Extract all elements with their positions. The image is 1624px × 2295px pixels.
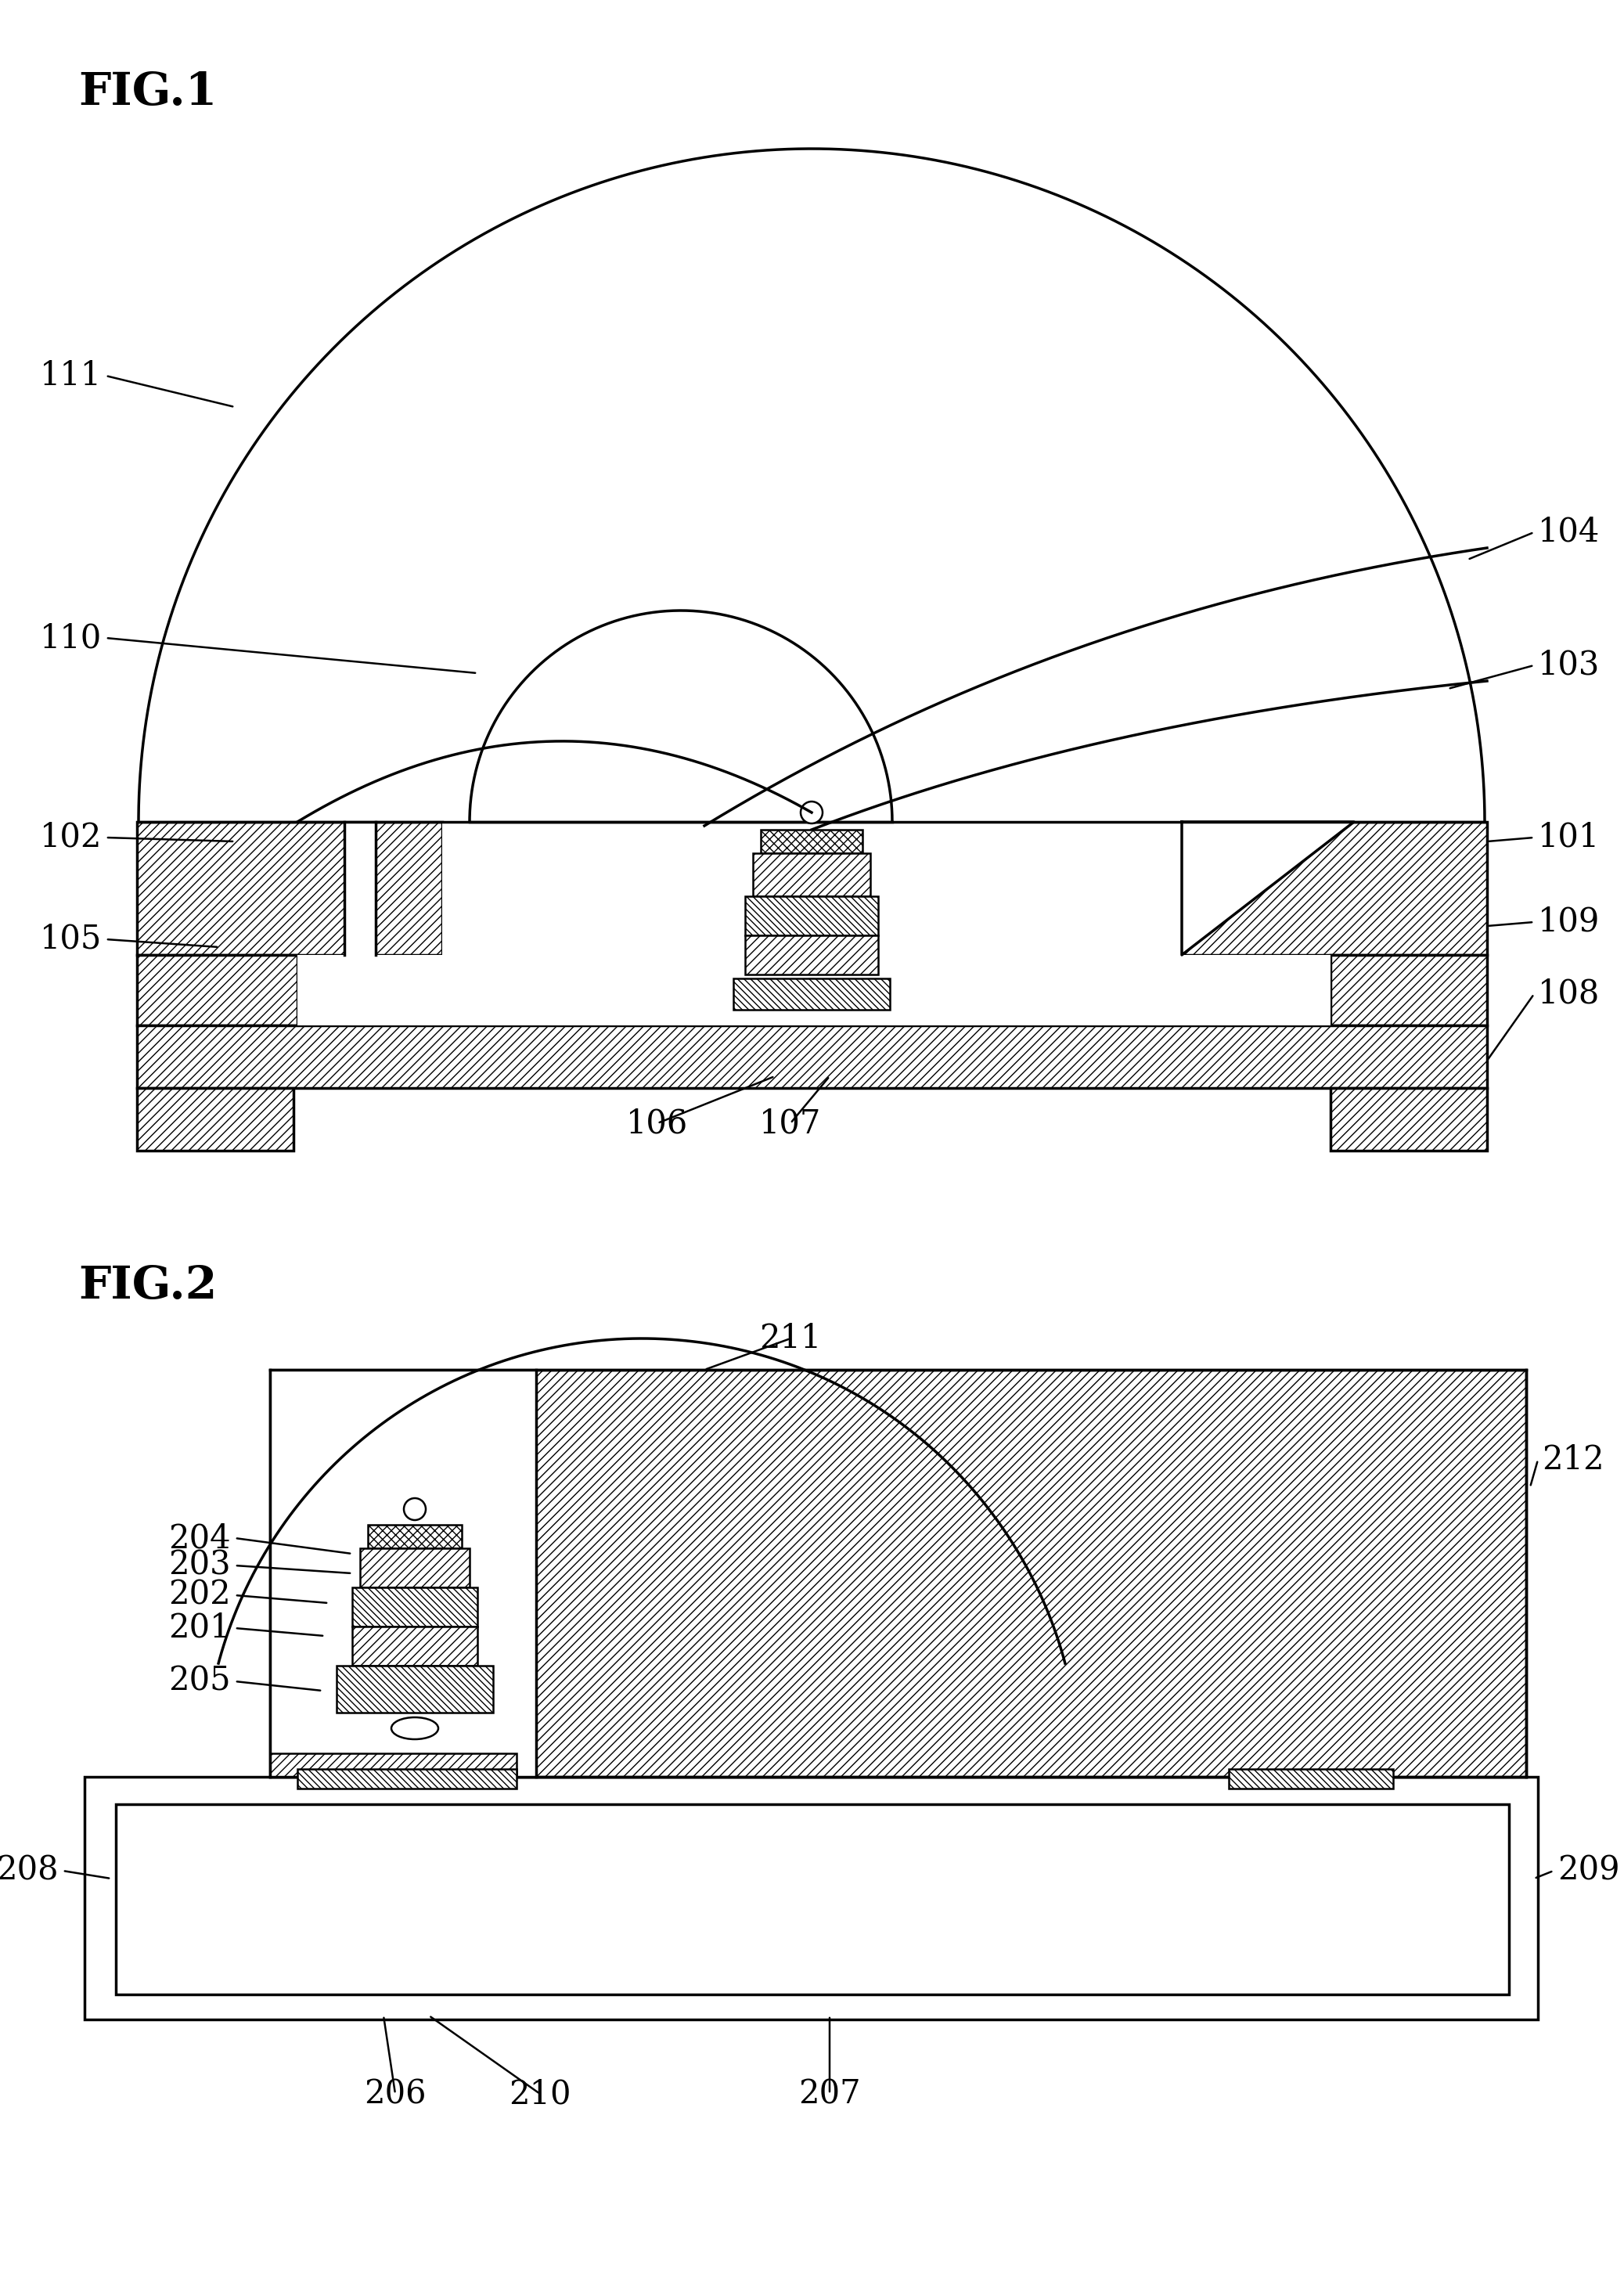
Bar [297, 1769, 516, 1788]
Ellipse shape [391, 1717, 438, 1740]
Text: 108: 108 [1538, 978, 1600, 1010]
Bar [136, 955, 297, 1026]
Bar [115, 1804, 1509, 1994]
Polygon shape [1182, 822, 1354, 955]
Text: 205: 205 [169, 1664, 231, 1698]
Text: 101: 101 [1538, 822, 1600, 854]
Circle shape [801, 801, 823, 824]
Bar [136, 1088, 294, 1150]
Bar [136, 1026, 1488, 1088]
Bar [1330, 955, 1488, 1026]
Text: 102: 102 [39, 822, 102, 854]
Text: FIG.1: FIG.1 [78, 71, 218, 115]
Bar [361, 1549, 469, 1588]
Ellipse shape [788, 980, 835, 1001]
Bar [136, 822, 442, 955]
Text: 211: 211 [760, 1322, 822, 1354]
Text: 109: 109 [1538, 907, 1600, 939]
Bar [297, 955, 1330, 1026]
Bar [745, 936, 879, 975]
Bar [760, 831, 862, 854]
Bar [115, 1804, 1509, 1994]
Text: 104: 104 [1538, 516, 1600, 549]
Text: 204: 204 [169, 1522, 231, 1554]
Bar [352, 1588, 477, 1627]
Text: 206: 206 [364, 2077, 427, 2111]
Text: 111: 111 [41, 360, 102, 392]
Bar [336, 1666, 494, 1712]
Text: 207: 207 [799, 2077, 861, 2111]
Bar [84, 1776, 1538, 2020]
Text: 208: 208 [0, 1854, 58, 1886]
Text: 105: 105 [39, 923, 102, 955]
Bar [1330, 1088, 1488, 1150]
Text: 110: 110 [39, 622, 102, 654]
Bar [369, 1524, 461, 1549]
Text: 202: 202 [169, 1579, 231, 1611]
Text: FIG.2: FIG.2 [78, 1265, 218, 1308]
Text: 106: 106 [627, 1106, 689, 1141]
Bar [1229, 1769, 1393, 1788]
Text: 212: 212 [1541, 1444, 1605, 1476]
Bar [270, 1370, 536, 1776]
Bar [1182, 822, 1488, 955]
Text: 107: 107 [760, 1106, 822, 1141]
Bar [270, 1753, 516, 1776]
Text: 209: 209 [1557, 1854, 1619, 1886]
Bar [344, 822, 375, 955]
Bar [352, 1627, 477, 1666]
Bar [270, 1370, 1527, 1776]
Bar [734, 978, 890, 1010]
Circle shape [404, 1499, 425, 1519]
Bar [754, 854, 870, 897]
Text: 210: 210 [508, 2077, 572, 2111]
Bar [442, 822, 1182, 1026]
Text: 201: 201 [169, 1611, 231, 1646]
Text: 203: 203 [169, 1549, 231, 1581]
Text: 103: 103 [1538, 649, 1600, 682]
Bar [745, 897, 879, 936]
